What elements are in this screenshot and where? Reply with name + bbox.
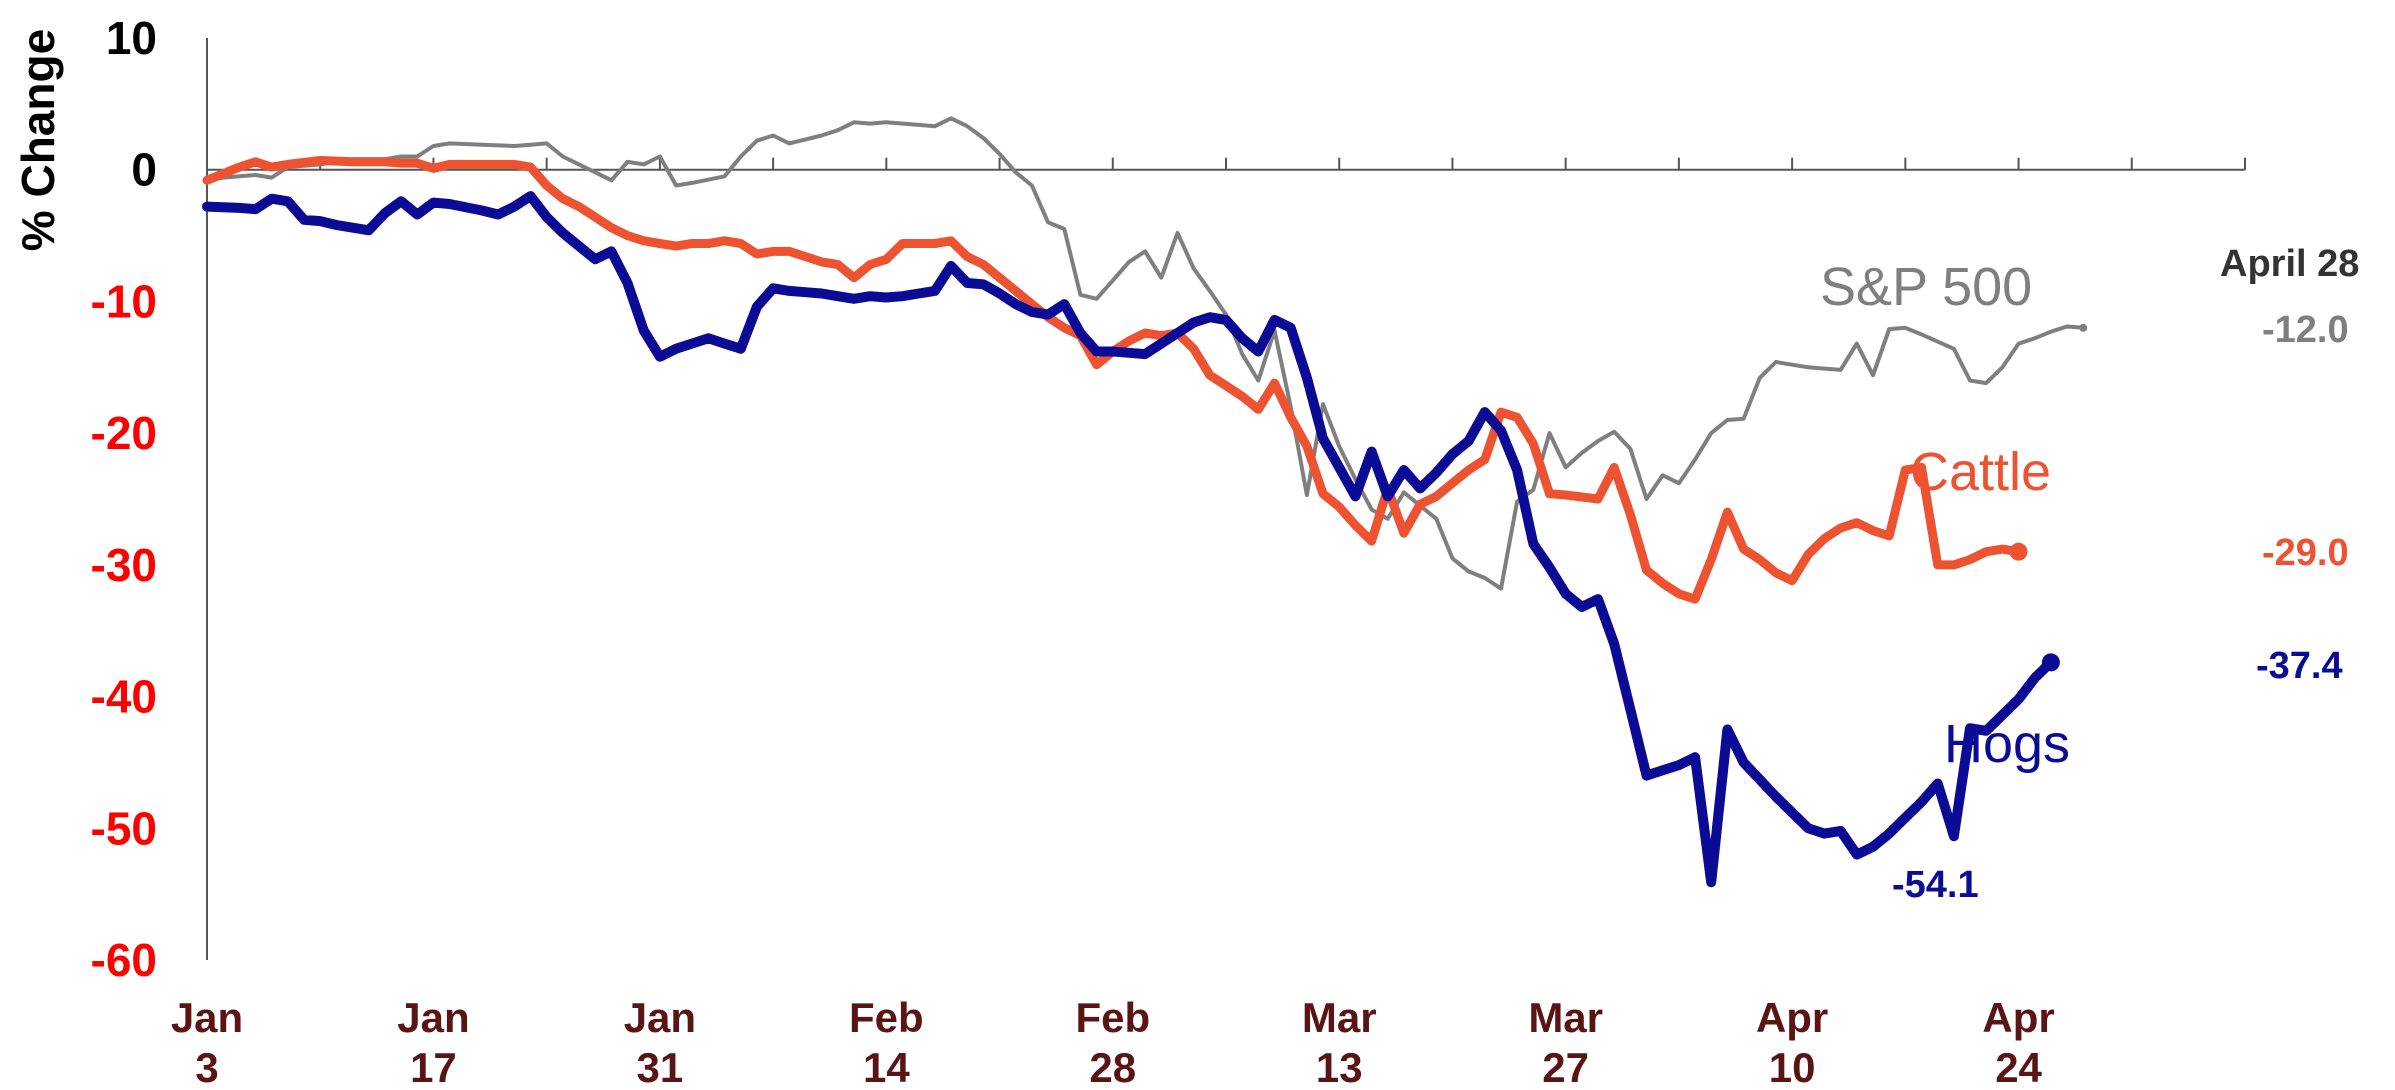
x-tick-label: Feb 14 [849, 994, 924, 1090]
y-tick-label: -40 [91, 671, 157, 723]
x-tick-marks [206, 157, 2246, 170]
y-tick-label: -60 [91, 934, 157, 986]
x-tick-label: Jan 3 [171, 994, 243, 1090]
end-value-hogs: -37.4 [2256, 645, 2343, 687]
series-endpoint-cattle [2009, 542, 2028, 561]
series-line-sp500 [205, 116, 2086, 591]
y-axis-label: % Change [12, 29, 64, 251]
series-label-hogs: Hogs [1944, 714, 2070, 774]
series-label-cattle: Cattle [1910, 442, 2051, 502]
x-tick-label: Feb 28 [1075, 994, 1150, 1090]
x-tick-label: Mar 13 [1302, 994, 1377, 1090]
y-tick-label: 0 [131, 144, 157, 196]
y-tick-label: 10 [106, 12, 157, 64]
series-label-sp500: S&P 500 [1820, 257, 2032, 317]
x-tick-label: Apr 24 [1982, 994, 2054, 1090]
y-tick-labels: 10 0 -10 -20 -30 -40 -50 -60 [91, 12, 157, 986]
y-tick-label: -30 [91, 539, 157, 591]
y-tick-label: -20 [91, 407, 157, 459]
y-tick-label: -50 [91, 802, 157, 854]
series-endpoint-hogs [2041, 653, 2060, 672]
hogs-low-annotation: -54.1 [1892, 864, 1979, 906]
series-line-hogs [202, 191, 2056, 888]
x-tick-label: Jan 31 [624, 994, 696, 1090]
date-annotation: April 28 [2220, 243, 2359, 285]
y-tick-label: -10 [91, 275, 157, 327]
series-lines [202, 116, 2088, 888]
x-tick-label: Apr 10 [1756, 994, 1828, 1090]
series-endpoint-sp500 [2079, 323, 2088, 332]
end-value-sp500: -12.0 [2262, 309, 2349, 351]
x-tick-label: Mar 27 [1528, 994, 1603, 1090]
x-tick-labels: Jan 3 Jan 17 Jan 31 Feb 14 Feb 28 Mar 13 Mar 27 Apr 10 A… [171, 994, 2055, 1090]
series-line-cattle [202, 156, 2024, 604]
axes [206, 38, 2246, 960]
end-value-cattle: -29.0 [2262, 532, 2349, 574]
x-tick-label: Jan 17 [397, 994, 469, 1090]
